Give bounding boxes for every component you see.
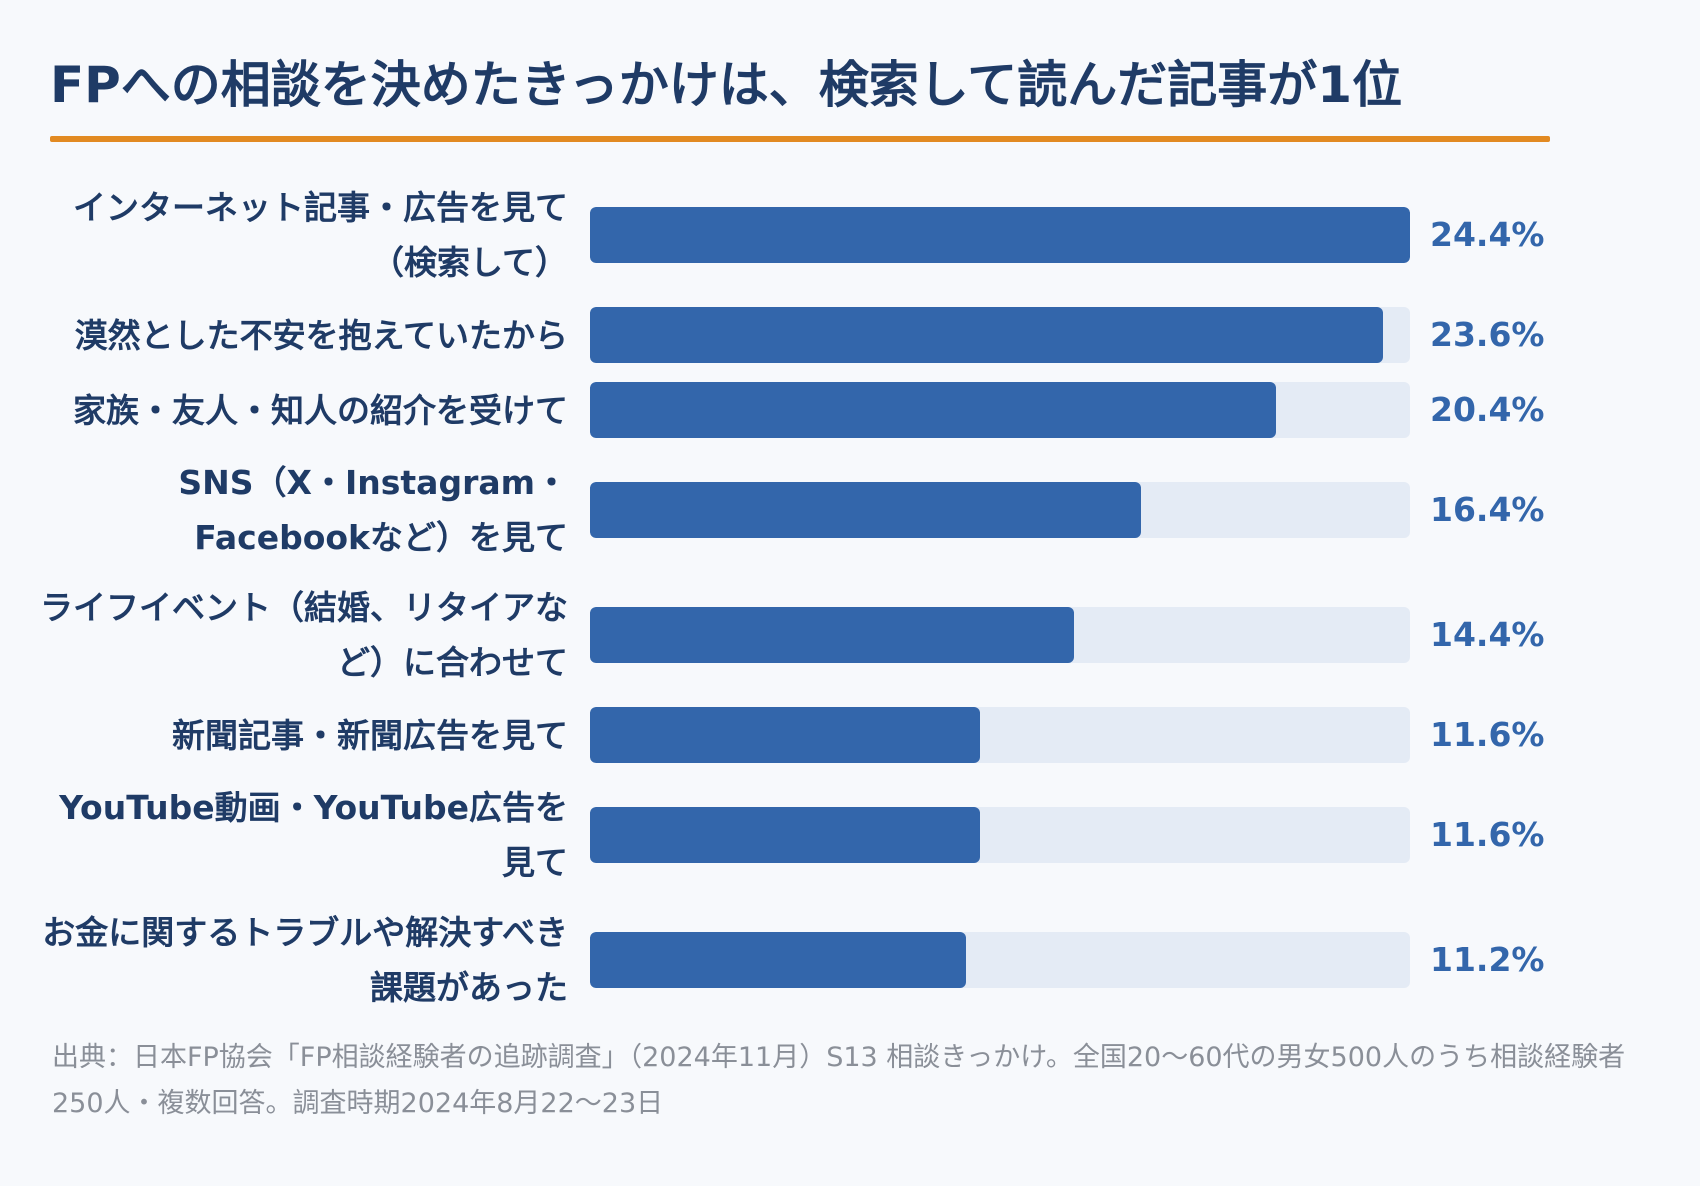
- bar: [590, 607, 1074, 663]
- bar-track: [590, 807, 1410, 863]
- category-label: YouTube動画・YouTube広告を見て: [59, 788, 568, 882]
- value-label: 24.4%: [1430, 215, 1545, 254]
- bar: [590, 807, 980, 863]
- bar-track: [590, 382, 1410, 438]
- category-label: 家族・友人・知人の紹介を受けて: [73, 390, 568, 430]
- value-label: 23.6%: [1430, 315, 1545, 354]
- value-label: 14.4%: [1430, 615, 1545, 654]
- bar: [590, 707, 980, 763]
- bar: [590, 307, 1384, 363]
- value-label: 11.6%: [1430, 715, 1545, 754]
- category-label: インターネット記事・広告を見て（検索して）: [73, 188, 568, 282]
- bar-track: [590, 607, 1410, 663]
- value-label: 11.2%: [1430, 940, 1545, 979]
- title-underline: [50, 136, 1550, 142]
- value-label: 20.4%: [1430, 390, 1545, 429]
- bar-track: [590, 932, 1410, 988]
- source-footnote: 出典：日本FP協会「FP相談経験者の追跡調査」（2024年11月）S13 相談き…: [52, 1042, 1626, 1119]
- bar-track: [590, 307, 1410, 363]
- category-label: お金に関するトラブルや解決すべき課題があった: [42, 913, 568, 1007]
- category-label: ライフイベント（結婚、リタイアなど）に合わせて: [40, 588, 568, 682]
- bar-track: [590, 482, 1410, 538]
- bar: [590, 207, 1410, 263]
- value-label: 16.4%: [1430, 490, 1545, 529]
- bar-track: [590, 707, 1410, 763]
- category-label: SNS（X・Instagram・Facebookなど）を見て: [178, 463, 568, 557]
- category-label: 漠然とした不安を抱えていたから: [74, 315, 568, 355]
- bar: [590, 482, 1142, 538]
- bar: [590, 382, 1276, 438]
- bar-track: [590, 207, 1410, 263]
- value-label: 11.6%: [1430, 815, 1545, 854]
- category-label: 新聞記事・新聞広告を見て: [172, 715, 568, 755]
- chart-title: FPへの相談を決めたきっかけは、検索して読んだ記事が1位: [50, 56, 1403, 114]
- bar: [590, 932, 967, 988]
